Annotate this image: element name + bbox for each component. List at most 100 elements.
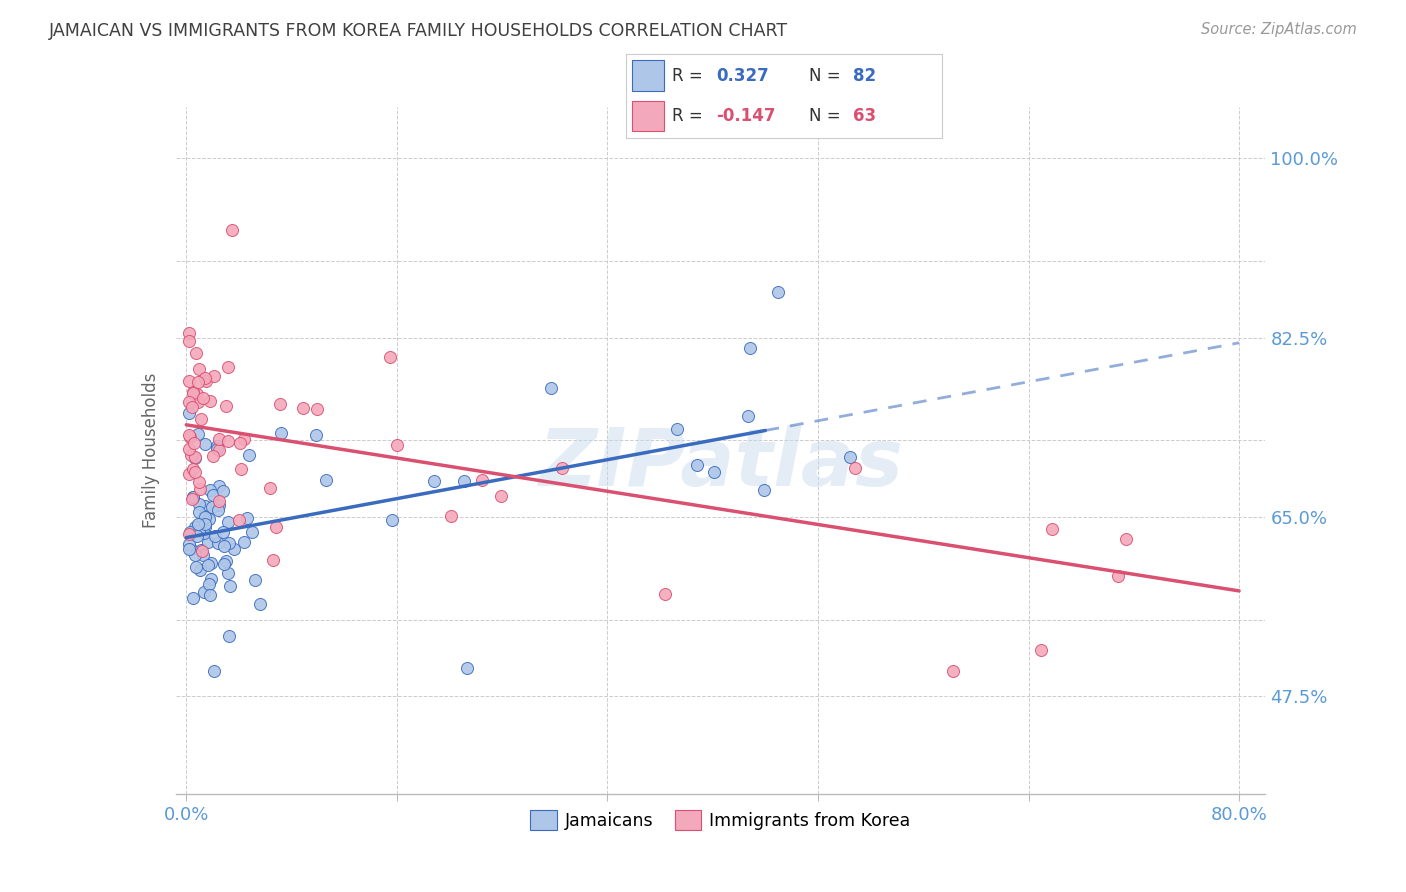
Point — [177, 428, 200, 442]
Text: 82: 82 — [853, 67, 876, 85]
Point — [201, 450, 224, 464]
Point — [456, 661, 478, 675]
Point — [212, 539, 235, 553]
Point — [184, 548, 207, 562]
Point — [184, 450, 207, 464]
Point — [200, 573, 222, 587]
Point — [184, 451, 207, 466]
Point — [423, 474, 446, 488]
Point — [838, 450, 860, 464]
Point — [202, 369, 225, 384]
Point — [183, 435, 205, 450]
Point — [177, 326, 200, 340]
Point — [489, 489, 512, 503]
Point — [217, 566, 239, 580]
Point — [184, 465, 207, 479]
Text: N =: N = — [810, 107, 841, 125]
Y-axis label: Family Households: Family Households — [142, 373, 160, 528]
Point — [207, 479, 229, 493]
Point — [1031, 642, 1053, 657]
Point — [179, 406, 201, 420]
Point — [184, 559, 207, 574]
Point — [193, 526, 215, 541]
Point — [186, 387, 208, 401]
Point — [270, 425, 292, 440]
Point — [212, 525, 235, 540]
Point — [208, 494, 231, 508]
Point — [242, 524, 264, 539]
Point — [200, 556, 222, 570]
Point — [190, 543, 212, 558]
Point — [193, 584, 215, 599]
Point — [259, 481, 281, 495]
Text: N =: N = — [810, 67, 841, 85]
Point — [184, 519, 207, 533]
Point — [305, 402, 328, 417]
Point — [228, 513, 250, 527]
Point — [207, 502, 229, 516]
Point — [378, 350, 401, 364]
Point — [191, 548, 214, 562]
Point — [768, 285, 790, 299]
Point — [187, 524, 209, 538]
Point — [703, 465, 725, 479]
Point — [184, 346, 207, 360]
Point — [179, 395, 201, 409]
Text: R =: R = — [672, 107, 702, 125]
Point — [208, 442, 231, 457]
Point — [453, 474, 475, 488]
Point — [193, 436, 215, 450]
Point — [188, 506, 211, 520]
Point — [181, 462, 204, 476]
Point — [942, 664, 965, 678]
Point — [269, 397, 291, 411]
Point — [262, 553, 284, 567]
Point — [200, 483, 222, 498]
Point — [215, 399, 238, 413]
Point — [219, 579, 242, 593]
Point — [187, 517, 209, 532]
Point — [208, 432, 231, 446]
Text: JAMAICAN VS IMMIGRANTS FROM KOREA FAMILY HOUSEHOLDS CORRELATION CHART: JAMAICAN VS IMMIGRANTS FROM KOREA FAMILY… — [49, 22, 789, 40]
Point — [179, 541, 201, 556]
Point — [194, 370, 217, 384]
Point — [665, 422, 688, 436]
Point — [232, 433, 254, 447]
Point — [266, 520, 288, 534]
Point — [204, 529, 226, 543]
Point — [1107, 569, 1129, 583]
Point — [181, 591, 204, 606]
Point — [188, 562, 211, 576]
Point — [218, 434, 240, 448]
Point — [181, 492, 204, 507]
Point — [198, 588, 221, 602]
Point — [177, 374, 200, 388]
Text: 63: 63 — [853, 107, 876, 125]
Point — [190, 412, 212, 426]
Point — [207, 439, 229, 453]
Point — [179, 430, 201, 444]
Point — [214, 554, 236, 568]
Text: -0.147: -0.147 — [716, 107, 775, 125]
Point — [381, 512, 404, 526]
Point — [232, 535, 254, 549]
Point — [200, 394, 222, 409]
Text: Source: ZipAtlas.com: Source: ZipAtlas.com — [1201, 22, 1357, 37]
Point — [177, 467, 200, 481]
Point — [737, 409, 759, 423]
Point — [191, 511, 214, 525]
Point — [738, 341, 761, 355]
Point — [238, 448, 260, 462]
Bar — [633, 61, 664, 91]
Point — [181, 384, 204, 399]
Point — [292, 401, 315, 415]
Point — [187, 497, 209, 511]
Point — [201, 500, 224, 514]
Point — [305, 428, 328, 442]
Text: R =: R = — [672, 67, 702, 85]
Point — [186, 529, 208, 543]
Point — [540, 381, 562, 395]
Point — [243, 573, 266, 587]
Point — [1040, 522, 1063, 536]
Point — [198, 512, 221, 526]
